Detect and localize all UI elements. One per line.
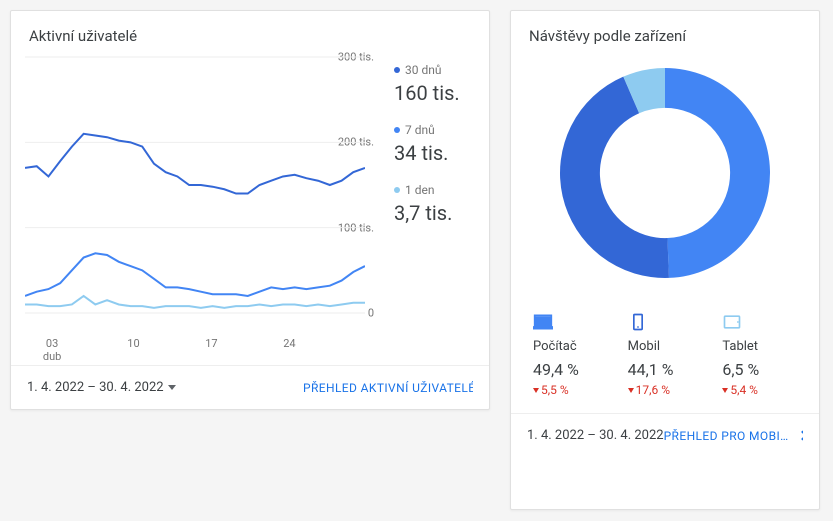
legend-label: 7 dnů — [394, 123, 489, 137]
device-stats: Počítač 49,4 % 5,5 % Mobil 44,1 % 17,6 % Table… — [511, 313, 819, 413]
date-range-selector[interactable]: 1. 4. 2022 – 30. 4. 2022 — [527, 428, 664, 443]
legend-dot-icon — [394, 187, 400, 193]
chevron-right-icon — [797, 431, 803, 441]
device-icon-wrap — [628, 313, 703, 333]
footer-link-text: PŘEHLED PRO MOBI… — [664, 429, 789, 443]
date-range-text: 1. 4. 2022 – 30. 4. 2022 — [527, 428, 664, 443]
device-percent: 49,4 % — [533, 360, 608, 379]
device-stat[interactable]: Mobil 44,1 % 17,6 % — [628, 313, 703, 397]
legend-dot-icon — [394, 67, 400, 73]
overview-link[interactable]: PŘEHLED PRO MOBI… — [664, 429, 803, 443]
legend-value: 160 tis. — [394, 81, 489, 105]
legend-value: 3,7 tis. — [394, 201, 489, 225]
card-title: Návštěvy podle zařízení — [511, 11, 819, 53]
donut-slice[interactable] — [665, 68, 770, 278]
x-axis-label: 17 — [205, 337, 217, 350]
device-stat[interactable]: Tablet 6,5 % 5,4 % — [722, 313, 797, 397]
footer-link-text: PŘEHLED AKTIVNÍ UŽIVATELÉ — [303, 381, 473, 395]
legend-value: 34 tis. — [394, 141, 489, 165]
device-delta: 17,6 % — [628, 383, 703, 397]
x-axis: 03 10 17 24 dub — [25, 337, 364, 365]
device-delta-value: 17,6 % — [636, 383, 670, 397]
legend-item[interactable]: 1 den 3,7 tis. — [394, 183, 489, 225]
legend-dot-icon — [394, 127, 400, 133]
chart-legend: 30 dnů 160 tis. 7 dnů 34 tis. 1 den 3,7 tis. — [394, 63, 489, 225]
visits-by-device-card: Návštěvy podle zařízení Počítač 49,4 % 5,5… — [510, 10, 820, 510]
arrow-down-icon — [722, 388, 728, 393]
legend-name: 30 dnů — [405, 63, 441, 77]
active-users-card: Aktivní uživatelé 0100 tis.200 tis.300 t… — [10, 10, 490, 410]
legend-label: 1 den — [394, 183, 489, 197]
legend-name: 7 dnů — [405, 123, 435, 137]
legend-item[interactable]: 30 dnů 160 tis. — [394, 63, 489, 105]
x-axis-sublabel: dub — [43, 350, 61, 363]
overview-link[interactable]: PŘEHLED AKTIVNÍ UŽIVATELÉ — [303, 381, 473, 395]
donut-chart — [555, 63, 775, 283]
device-icon-wrap — [722, 313, 797, 333]
desktop-icon — [533, 313, 553, 331]
y-axis-label: 0 — [368, 307, 374, 320]
x-axis-label: 24 — [283, 337, 295, 350]
device-percent: 6,5 % — [722, 360, 797, 379]
legend-name: 1 den — [405, 183, 434, 197]
arrow-down-icon — [628, 388, 634, 393]
caret-down-icon — [168, 385, 176, 390]
line-chart-area: 0100 tis.200 tis.300 tis.03101724dub 30 … — [11, 53, 489, 365]
card-footer: 1. 4. 2022 – 30. 4. 2022 PŘEHLED PRO MOB… — [511, 413, 819, 457]
device-icon-wrap — [533, 313, 608, 333]
device-name: Počítač — [533, 339, 608, 354]
card-title: Aktivní uživatelé — [11, 11, 489, 53]
device-delta-value: 5,5 % — [541, 383, 569, 397]
legend-item[interactable]: 7 dnů 34 tis. — [394, 123, 489, 165]
mobile-icon — [628, 313, 648, 331]
date-range-text: 1. 4. 2022 – 30. 4. 2022 — [27, 380, 164, 395]
device-percent: 44,1 % — [628, 360, 703, 379]
device-delta: 5,5 % — [533, 383, 608, 397]
device-delta: 5,4 % — [722, 383, 797, 397]
device-name: Tablet — [722, 339, 797, 354]
x-axis-label: 03 — [46, 337, 58, 350]
donut-chart-area — [511, 53, 819, 313]
date-range-selector[interactable]: 1. 4. 2022 – 30. 4. 2022 — [27, 380, 176, 395]
device-delta-value: 5,4 % — [730, 383, 758, 397]
x-axis-label: 10 — [127, 337, 139, 350]
device-name: Mobil — [628, 339, 703, 354]
tablet-icon — [722, 313, 742, 331]
card-footer: 1. 4. 2022 – 30. 4. 2022 PŘEHLED AKTIVNÍ… — [11, 365, 489, 409]
legend-label: 30 dnů — [394, 63, 489, 77]
arrow-down-icon — [533, 388, 539, 393]
device-stat[interactable]: Počítač 49,4 % 5,5 % — [533, 313, 608, 397]
